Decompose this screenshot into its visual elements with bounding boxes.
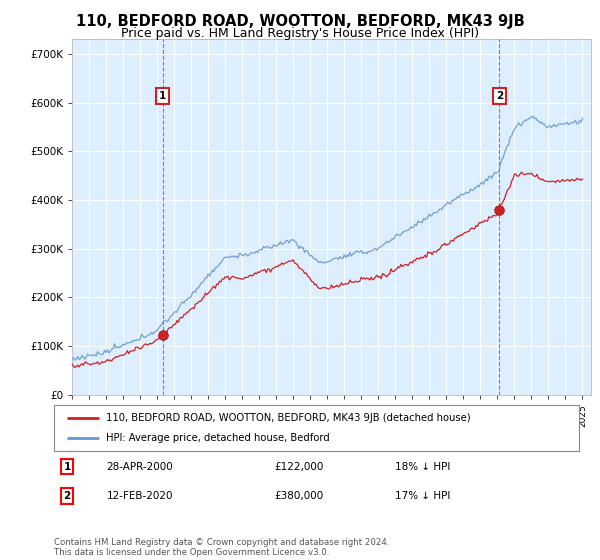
Text: £122,000: £122,000 [275,461,324,472]
Text: 2: 2 [496,91,503,101]
Text: 1: 1 [64,461,71,472]
Text: 110, BEDFORD ROAD, WOOTTON, BEDFORD, MK43 9JB (detached house): 110, BEDFORD ROAD, WOOTTON, BEDFORD, MK4… [107,413,471,423]
Text: 2: 2 [64,491,71,501]
Text: 1: 1 [159,91,166,101]
Text: 18% ↓ HPI: 18% ↓ HPI [395,461,451,472]
Text: Price paid vs. HM Land Registry's House Price Index (HPI): Price paid vs. HM Land Registry's House … [121,27,479,40]
Text: HPI: Average price, detached house, Bedford: HPI: Average price, detached house, Bedf… [107,433,330,444]
Text: 110, BEDFORD ROAD, WOOTTON, BEDFORD, MK43 9JB: 110, BEDFORD ROAD, WOOTTON, BEDFORD, MK4… [76,14,524,29]
Text: 28-APR-2000: 28-APR-2000 [107,461,173,472]
Text: 12-FEB-2020: 12-FEB-2020 [107,491,173,501]
Text: £380,000: £380,000 [275,491,324,501]
Text: 17% ↓ HPI: 17% ↓ HPI [395,491,451,501]
Text: Contains HM Land Registry data © Crown copyright and database right 2024.
This d: Contains HM Land Registry data © Crown c… [54,538,389,557]
